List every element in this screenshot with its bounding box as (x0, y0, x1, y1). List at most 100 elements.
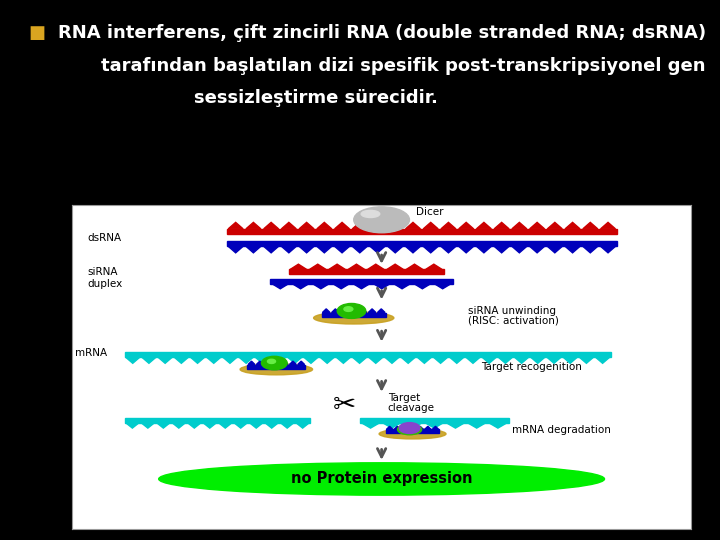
Polygon shape (288, 357, 302, 363)
Polygon shape (174, 357, 188, 363)
Polygon shape (352, 222, 367, 229)
Bar (386, 429, 439, 433)
Polygon shape (281, 361, 288, 365)
Polygon shape (281, 423, 294, 428)
Polygon shape (289, 361, 297, 365)
Polygon shape (317, 222, 332, 229)
Bar (227, 229, 617, 234)
Polygon shape (264, 222, 279, 229)
Polygon shape (433, 357, 447, 363)
Polygon shape (352, 246, 367, 253)
Polygon shape (410, 426, 415, 429)
Polygon shape (331, 309, 339, 313)
Polygon shape (370, 246, 385, 253)
Polygon shape (563, 357, 577, 363)
Text: ✂: ✂ (333, 390, 356, 418)
Polygon shape (370, 222, 385, 229)
Text: duplex: duplex (88, 279, 122, 288)
Polygon shape (207, 357, 220, 363)
Polygon shape (228, 246, 243, 253)
Polygon shape (273, 361, 280, 365)
Polygon shape (250, 423, 263, 428)
Text: siRNA: siRNA (88, 267, 118, 276)
Polygon shape (333, 284, 350, 289)
Polygon shape (290, 264, 307, 269)
Polygon shape (312, 284, 330, 289)
Polygon shape (466, 357, 480, 363)
Polygon shape (547, 357, 561, 363)
Text: tarafından başlatılan dizi spesifik post-transkripsiyonel gen: tarafından başlatılan dizi spesifik post… (101, 57, 706, 75)
Polygon shape (482, 357, 496, 363)
Polygon shape (494, 246, 509, 253)
Circle shape (344, 307, 353, 312)
Circle shape (399, 423, 420, 434)
Polygon shape (530, 246, 544, 253)
Polygon shape (388, 246, 402, 253)
Text: no Protein expression: no Protein expression (291, 471, 472, 487)
Polygon shape (335, 222, 349, 229)
Polygon shape (459, 222, 474, 229)
Polygon shape (368, 309, 376, 313)
Polygon shape (299, 246, 314, 253)
Polygon shape (547, 222, 562, 229)
Polygon shape (423, 222, 438, 229)
Polygon shape (402, 426, 408, 429)
Bar (270, 279, 453, 284)
Polygon shape (304, 357, 318, 363)
Polygon shape (296, 423, 309, 428)
Polygon shape (265, 423, 278, 428)
Polygon shape (387, 426, 393, 429)
Bar (248, 364, 305, 369)
Text: Target: Target (388, 393, 420, 403)
Polygon shape (404, 423, 422, 428)
Polygon shape (203, 423, 216, 428)
Polygon shape (441, 222, 456, 229)
Polygon shape (191, 357, 204, 363)
Polygon shape (271, 284, 289, 289)
Circle shape (261, 356, 287, 370)
Circle shape (337, 303, 366, 319)
Polygon shape (282, 222, 297, 229)
Polygon shape (353, 284, 370, 289)
Polygon shape (531, 357, 544, 363)
Polygon shape (405, 246, 420, 253)
Polygon shape (369, 357, 382, 363)
Ellipse shape (397, 424, 422, 435)
Text: (RISC: activation): (RISC: activation) (468, 315, 559, 325)
Ellipse shape (361, 211, 379, 218)
Bar (125, 352, 611, 357)
Text: Target recogenition: Target recogenition (481, 362, 582, 372)
Polygon shape (385, 357, 399, 363)
Polygon shape (459, 246, 474, 253)
Polygon shape (350, 309, 358, 313)
Bar (289, 269, 444, 274)
Polygon shape (368, 264, 384, 269)
Ellipse shape (379, 429, 446, 439)
Ellipse shape (158, 463, 605, 495)
Polygon shape (450, 357, 464, 363)
Polygon shape (394, 426, 400, 429)
Polygon shape (547, 246, 562, 253)
Polygon shape (477, 222, 491, 229)
Polygon shape (583, 246, 598, 253)
Polygon shape (219, 423, 232, 428)
Bar (322, 313, 386, 317)
Polygon shape (373, 284, 390, 289)
Polygon shape (264, 361, 271, 365)
Polygon shape (401, 357, 415, 363)
Polygon shape (406, 264, 423, 269)
Polygon shape (423, 246, 438, 253)
Polygon shape (246, 222, 261, 229)
Polygon shape (335, 246, 349, 253)
Polygon shape (446, 423, 464, 428)
Polygon shape (361, 423, 379, 428)
Text: sessizleştirme sürecidir.: sessizleştirme sürecidir. (194, 89, 438, 107)
Polygon shape (512, 246, 527, 253)
Polygon shape (580, 357, 593, 363)
Polygon shape (414, 284, 431, 289)
Polygon shape (271, 357, 285, 363)
Polygon shape (126, 423, 139, 428)
Polygon shape (489, 423, 507, 428)
Polygon shape (256, 361, 264, 365)
Polygon shape (282, 246, 297, 253)
